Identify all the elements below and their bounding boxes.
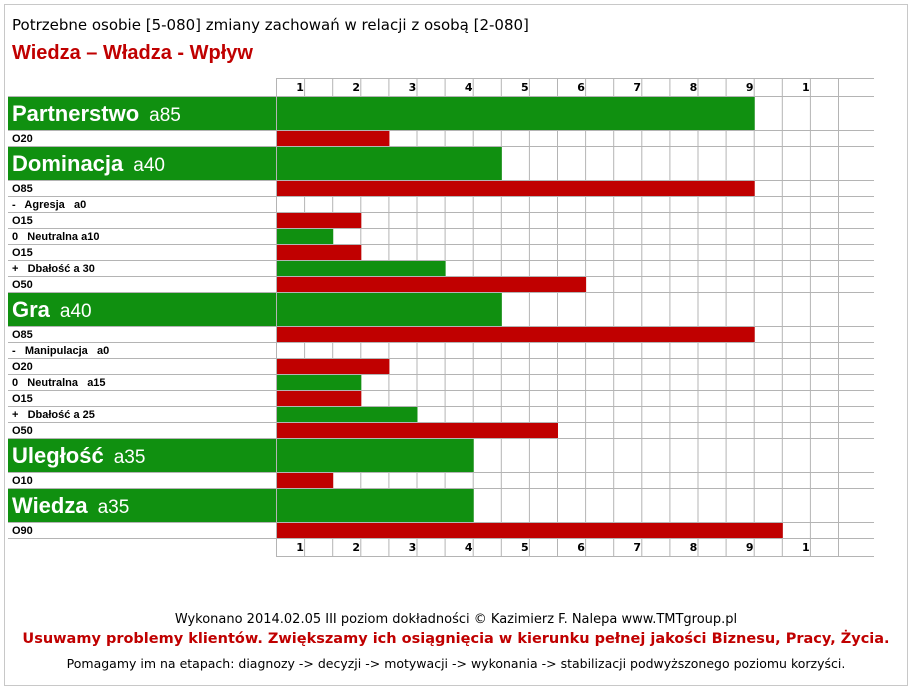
chart-subtitle: Wiedza – Władza - Wpływ [12,42,253,64]
axis-tick-label: 9 [746,81,754,94]
row-label: 0 Neutralna a15 [12,377,106,389]
row-label: O85 [12,329,33,341]
axis-tick-label: 5 [521,541,529,554]
section-label: Dominacja a40 [12,151,165,176]
red-bar [277,131,390,146]
axis-tick-label: 4 [465,541,473,554]
axis-tick-label: 3 [409,541,417,554]
behavior-bar-chart: 1 2 3 4 5 6 7 8 9 1 1 2 3 4 5 6 7 8 9 1 Partnerstwo a85 O20 Dom… [8,78,874,557]
row-label: O50 [12,279,33,291]
green-bar [277,375,362,390]
row-label: O15 [12,393,33,405]
section-label: Wiedza a35 [12,493,129,518]
green-bar [277,147,502,180]
red-bar [277,359,390,374]
red-bar [277,213,362,228]
green-bar [277,261,446,276]
axis-tick-label: 1 [802,541,810,554]
section-label-cell [8,489,276,522]
row-label: - Manipulacja a0 [12,345,109,357]
footer-stages: Pomagamy im na etapach: diagnozy -> decy… [66,656,846,671]
green-bar [277,407,418,422]
row-label: O90 [12,525,33,537]
section-label-cell [8,97,276,130]
row-label: O50 [12,425,33,437]
red-bar [277,391,362,406]
red-bar [277,277,587,292]
row-label: O10 [12,475,33,487]
page-frame [4,4,908,686]
red-bar [277,423,558,438]
axis-tick-label: 1 [296,81,304,94]
axis-tick-label: 3 [409,81,417,94]
axis-tick-label: 8 [690,541,698,554]
axis-tick-label: 8 [690,81,698,94]
chart-title: Potrzebne osobie [5-080] zmiany zachowań… [12,16,529,34]
row-label: + Dbałość a 30 [12,263,95,275]
section-label-cell [8,293,276,326]
green-bar [277,229,334,244]
axis-tick-label: 9 [746,541,754,554]
row-label: + Dbałość a 25 [12,409,95,421]
red-bar [277,245,362,260]
row-label: O15 [12,247,33,259]
green-bar [277,97,755,130]
axis-tick-label: 6 [577,81,585,94]
row-label: O85 [12,183,33,195]
row-label: O20 [12,361,33,373]
red-bar [277,327,755,342]
axis-tick-label: 6 [577,541,585,554]
axis-tick-label: 2 [352,541,360,554]
axis-tick-label: 7 [633,541,641,554]
row-label: 0 Neutralna a10 [12,231,99,243]
row-label: O20 [12,133,33,145]
section-label: Uległość a35 [12,443,145,468]
row-label: O15 [12,215,33,227]
section-label: Partnerstwo a85 [12,101,181,126]
footer-slogan: Usuwamy problemy klientów. Zwiększamy ic… [22,631,890,647]
axis-tick-label: 1 [802,81,810,94]
red-bar [277,473,334,488]
section-label-cell [8,147,276,180]
green-bar [277,439,474,472]
axis-tick-label: 7 [633,81,641,94]
green-bar [277,293,502,326]
green-bar [277,489,474,522]
axis-tick-label: 4 [465,81,473,94]
axis-tick-label: 2 [352,81,360,94]
row-label: - Agresja a0 [12,199,86,211]
section-label: Gra a40 [12,297,92,322]
footer-credits: Wykonano 2014.02.05 III poziom dokładnoś… [174,612,738,627]
axis-tick-label: 5 [521,81,529,94]
axis-tick-label: 1 [296,541,304,554]
section-label-cell [8,439,276,472]
red-bar [277,523,783,538]
red-bar [277,181,755,196]
